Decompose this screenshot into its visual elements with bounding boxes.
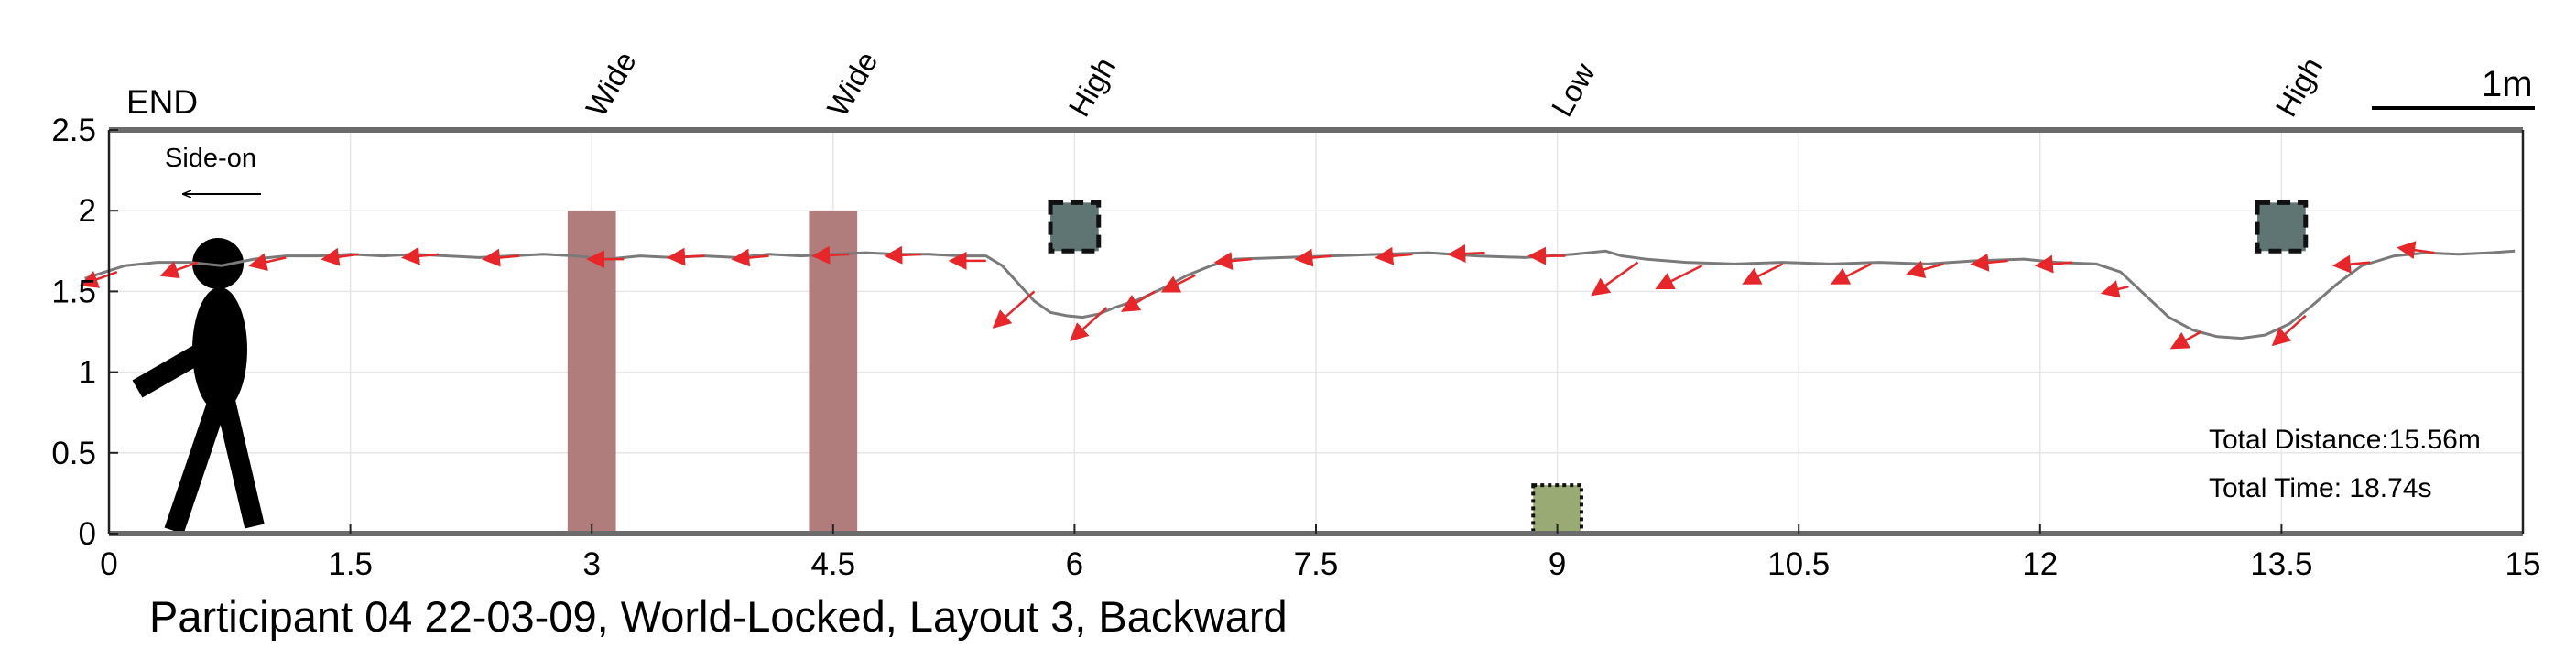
heading-arrow — [2397, 241, 2435, 260]
heading-arrow — [248, 253, 287, 272]
x-tick-label: 13.5 — [2250, 546, 2312, 582]
heading-arrow — [992, 290, 1036, 329]
heading-arrow — [1591, 261, 1639, 297]
obstacle-wide — [809, 211, 858, 534]
heading-arrow — [2271, 314, 2307, 347]
y-tick-label: 2 — [79, 193, 96, 229]
heading-arrow — [1160, 274, 1196, 293]
y-tick-label: 1 — [79, 355, 96, 391]
x-tick-label: 0 — [100, 546, 117, 582]
scale-label: 1m — [2482, 64, 2533, 104]
x-tick-label: 3 — [582, 546, 600, 582]
x-tick-label: 12 — [2022, 546, 2058, 582]
x-tick-label: 10.5 — [1767, 546, 1830, 582]
x-tick-label: 6 — [1066, 546, 1083, 582]
path-layer — [84, 249, 2516, 340]
y-tick-label: 0.5 — [51, 436, 96, 471]
x-tick-label: 7.5 — [1294, 546, 1339, 582]
obstacle-label: High — [1061, 51, 1122, 122]
obstacle-label: Low — [1545, 57, 1602, 122]
heading-arrow — [2100, 280, 2129, 298]
obstacle-label: High — [2268, 51, 2329, 122]
heading-arrow — [1447, 244, 1485, 264]
walker-leg-left-icon — [164, 397, 228, 535]
heading-arrow — [884, 245, 922, 265]
heading-arrow — [2331, 254, 2371, 274]
heading-arrow — [1742, 263, 1784, 285]
arrow-layer — [79, 241, 2435, 350]
y-tick-label: 1.5 — [51, 274, 96, 309]
walk-path-line — [84, 249, 2516, 340]
heading-arrow — [1294, 248, 1332, 267]
obstacle-high — [2255, 200, 2309, 254]
total-distance: Total Distance:15.56m — [2209, 425, 2481, 455]
heading-arrow — [1213, 252, 1252, 271]
y-tick-label: 0 — [79, 516, 96, 552]
y-tick-label: 2.5 — [51, 113, 96, 148]
axis-layer: 0 1.5 3 4.5 6 7.5 9 10.5 12 13.5 15 0 0.5 1 1.5 2 2.5 — [51, 113, 2540, 582]
heading-arrow — [731, 248, 769, 267]
heading-arrow — [2169, 330, 2202, 350]
total-time: Total Time: 18.74s — [2209, 473, 2431, 503]
grid-layer — [108, 129, 2524, 535]
heading-arrow — [1120, 290, 1156, 312]
heading-arrow — [1070, 307, 1108, 342]
obstacle-high — [1048, 200, 1102, 254]
heading-arrow — [1830, 263, 1872, 285]
heading-arrow — [667, 247, 705, 266]
direction-label: Side-on — [165, 144, 256, 173]
walker-figure — [132, 238, 265, 535]
heading-arrow — [2034, 254, 2073, 274]
heading-arrow — [481, 248, 520, 267]
heading-arrow — [401, 246, 440, 265]
heading-arrow — [321, 247, 359, 266]
heading-arrow — [1906, 260, 1944, 279]
heading-arrow — [159, 261, 199, 279]
heading-arrow — [79, 270, 118, 288]
walker-head-icon — [192, 238, 244, 289]
heading-arrow — [1375, 246, 1413, 265]
obstacle-label: Wide — [579, 46, 643, 123]
end-label: END — [126, 83, 198, 121]
figure-caption: Participant 04 22-03-09, World-Locked, L… — [149, 592, 1288, 641]
obstacle-label: Wide — [821, 46, 885, 123]
x-tick-label: 15 — [2505, 546, 2541, 582]
x-tick-label: 1.5 — [328, 546, 373, 582]
heading-arrow — [1970, 253, 2008, 272]
walker-arm-icon — [132, 340, 212, 398]
heading-arrow — [811, 245, 850, 265]
heading-arrow — [1655, 265, 1703, 289]
walker-leg-right-icon — [215, 398, 265, 529]
x-tick-label: 9 — [1549, 546, 1566, 582]
x-tick-label: 4.5 — [810, 546, 855, 582]
walker-body-icon — [192, 287, 247, 412]
